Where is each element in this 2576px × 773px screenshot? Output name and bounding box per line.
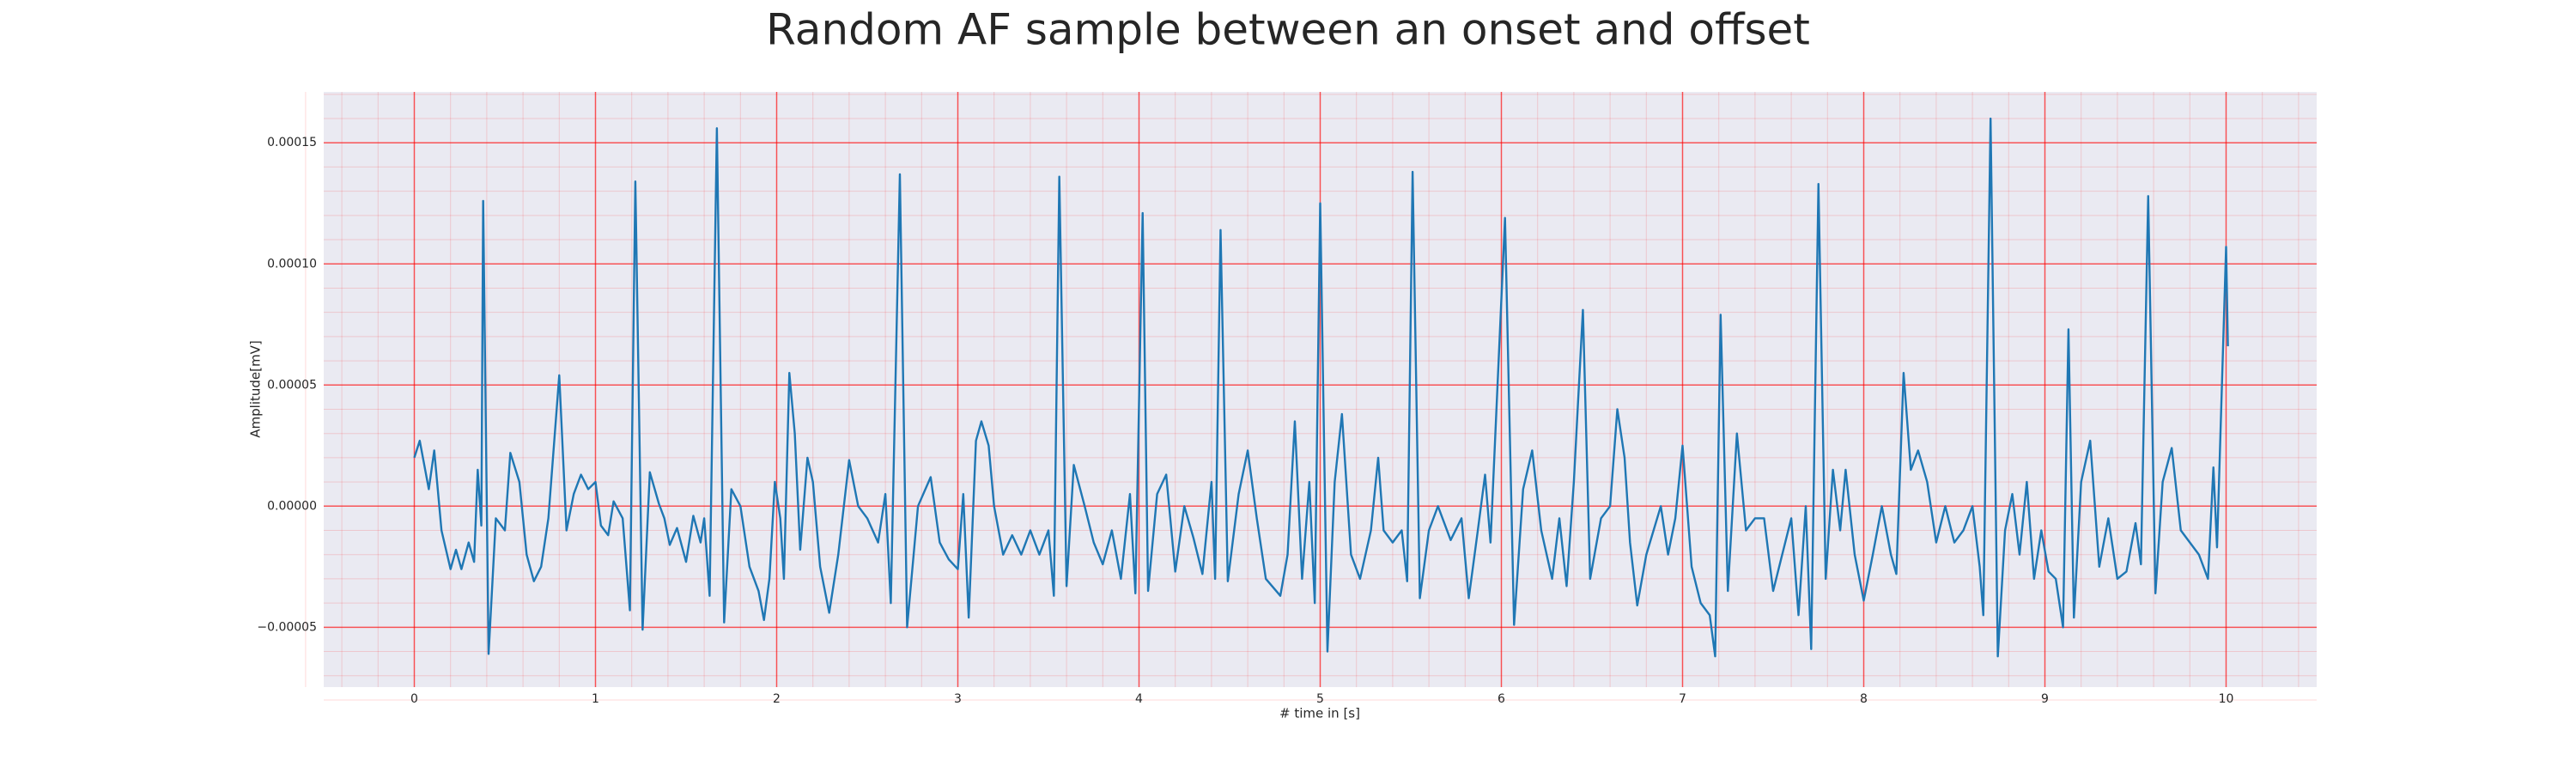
x-tick-label: 5 [1316,692,1324,706]
chart-title: Random AF sample between an onset and of… [766,5,1810,55]
x-tick-label: 4 [1135,692,1143,706]
x-tick-label: 1 [592,692,599,706]
y-tick-label: 0.00005 [267,378,317,392]
y-axis-label: Amplitude[mV] [248,340,264,437]
x-tick-label: 3 [954,692,962,706]
x-tick-label: 6 [1498,692,1505,706]
x-axis-label: # time in [s] [1279,706,1360,721]
y-tick-label: −0.00005 [257,620,317,634]
signal-line [413,117,2229,658]
x-tick-label: 2 [773,692,781,706]
x-tick-label: 7 [1679,692,1686,706]
x-tick-label: 10 [2219,692,2234,706]
y-tick-label: 0.00000 [267,499,317,513]
y-tick-label: 0.00010 [267,257,317,271]
x-tick-label: 8 [1860,692,1868,706]
x-tick-label: 9 [2041,692,2049,706]
x-tick-label: 0 [410,692,418,706]
y-tick-label: 0.00015 [267,136,317,149]
